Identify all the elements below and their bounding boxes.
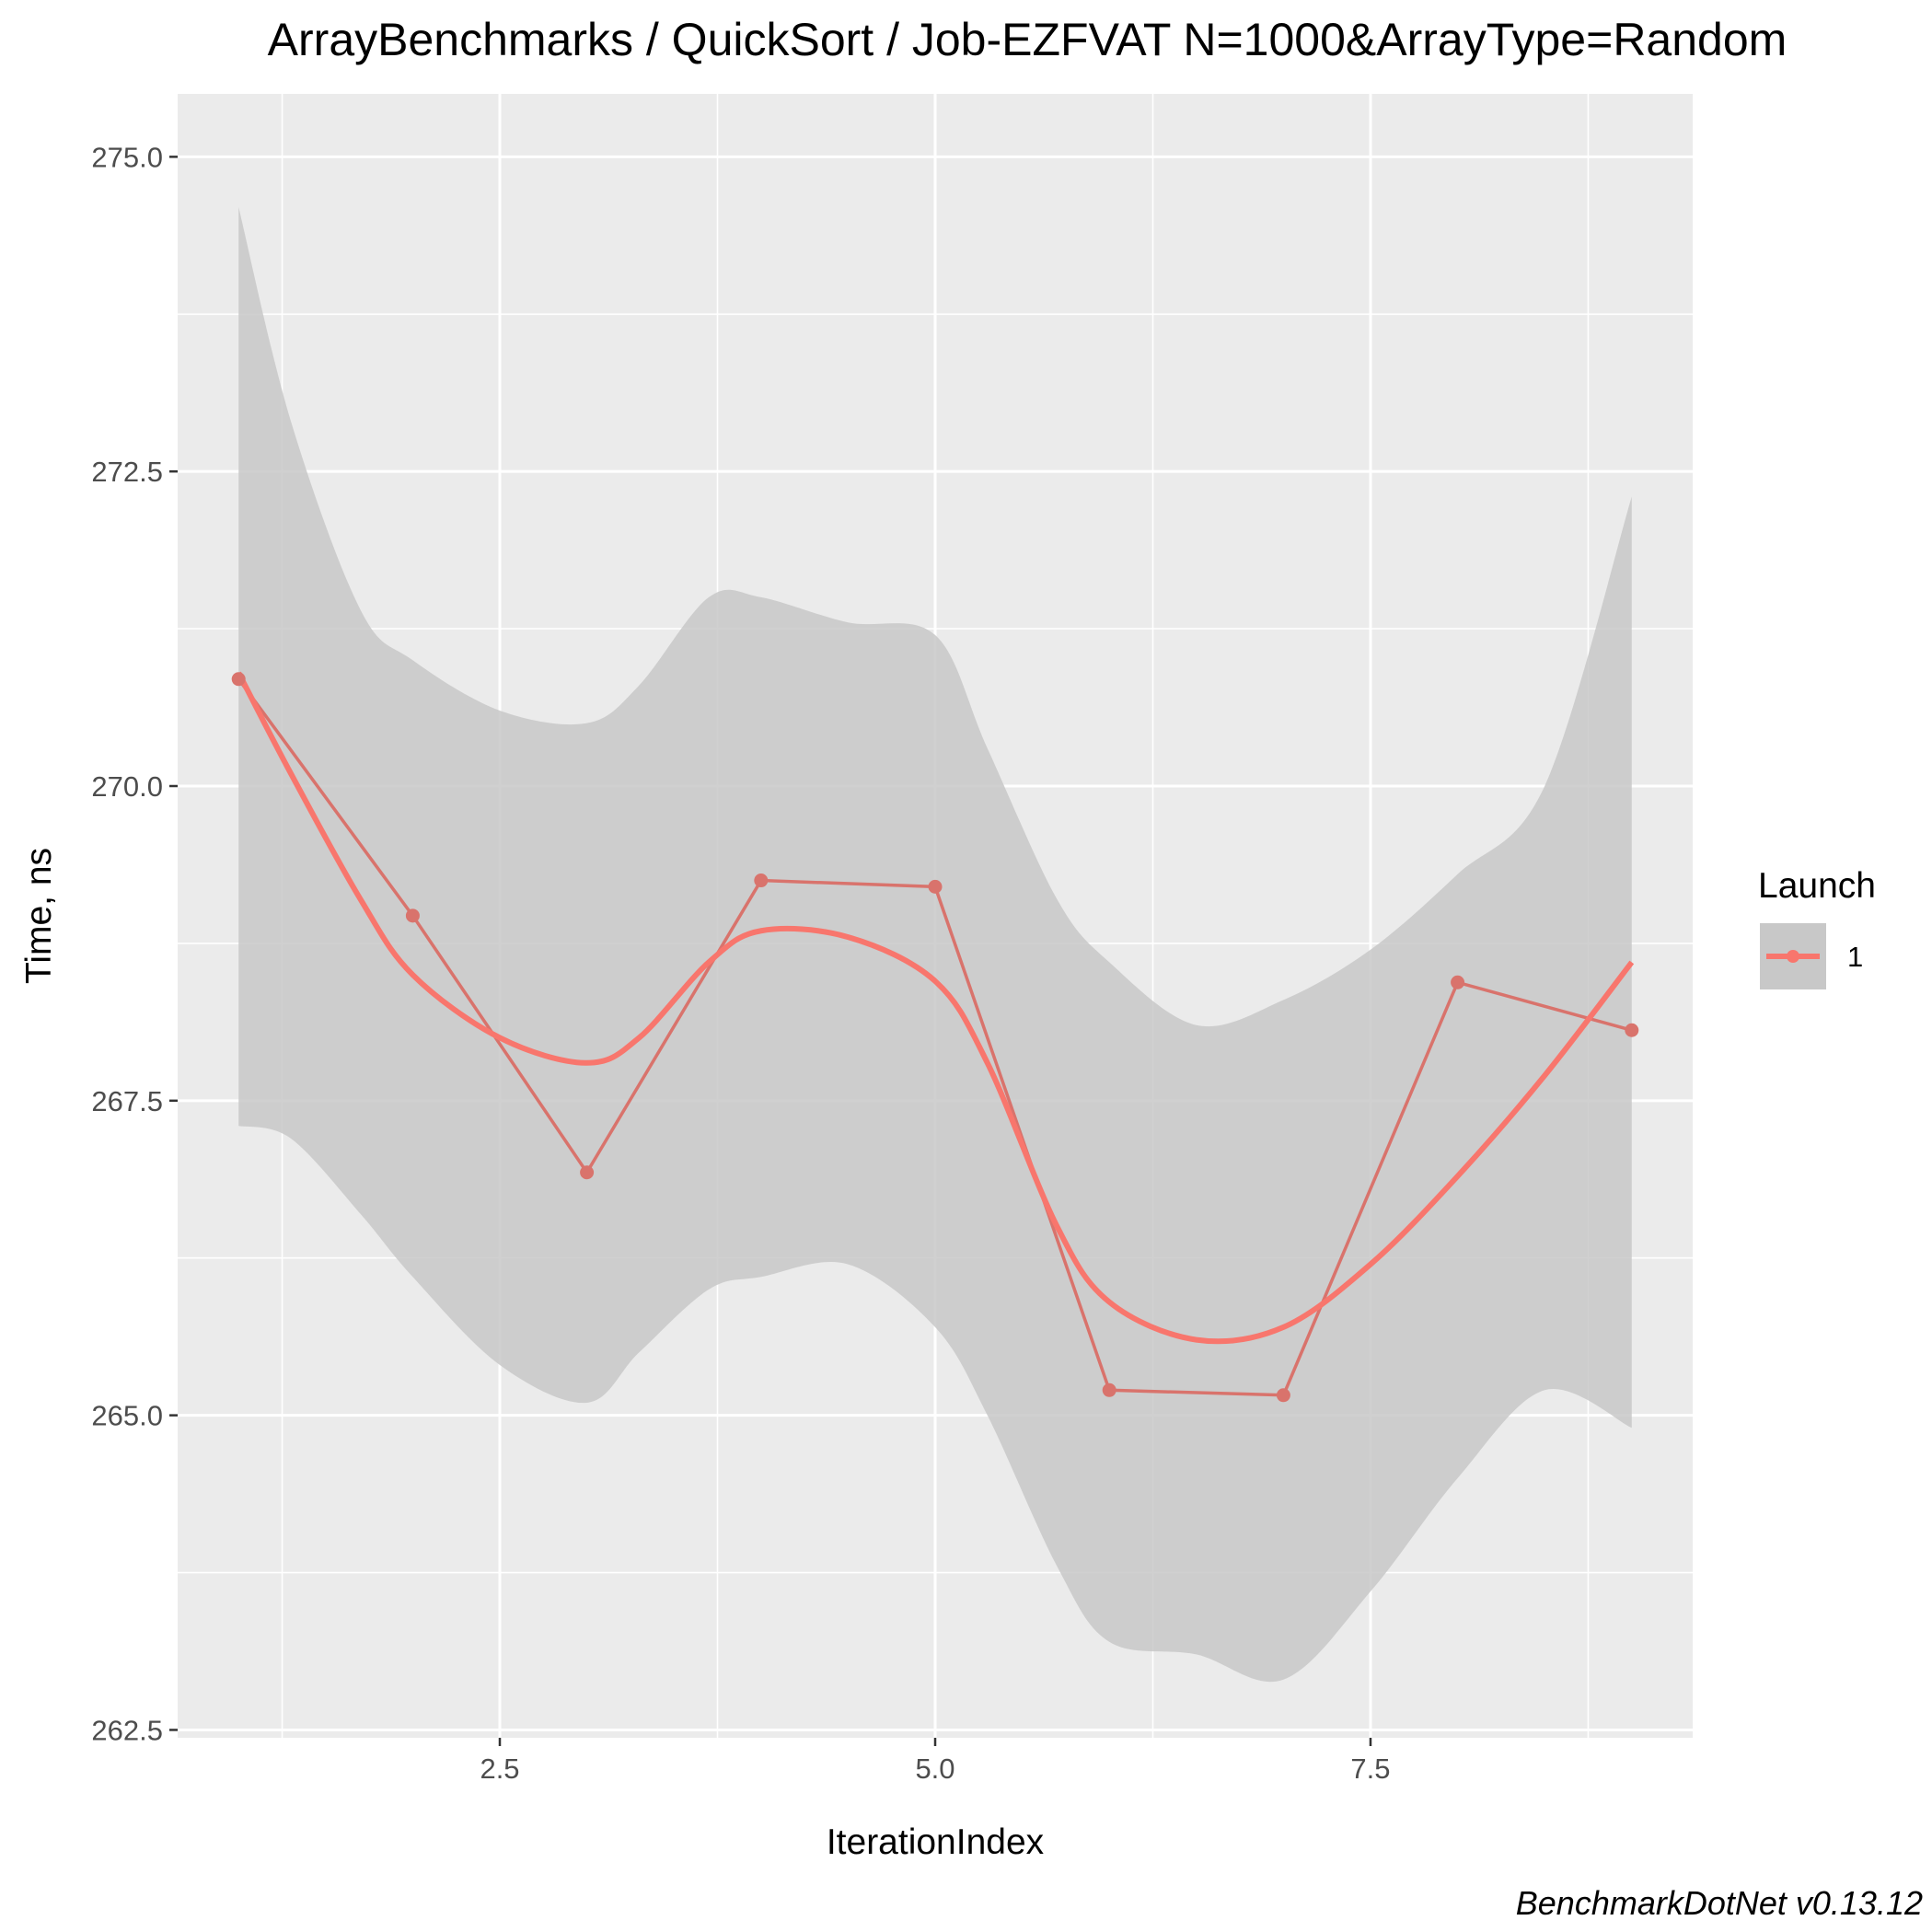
x-tick-label: 2.5	[480, 1753, 519, 1785]
data-point	[580, 1165, 595, 1180]
data-point	[1625, 1023, 1639, 1037]
y-tick-label: 270.0	[91, 770, 163, 803]
data-point	[231, 672, 246, 687]
y-tick-label: 275.0	[91, 141, 163, 173]
data-point	[1102, 1382, 1116, 1397]
legend-label-1: 1	[1847, 941, 1863, 973]
chart-title: ArrayBenchmarks / QuickSort / Job-EZFVAT…	[268, 14, 1787, 65]
data-point	[754, 873, 769, 888]
y-tick-label: 262.5	[91, 1714, 163, 1746]
y-tick-label: 272.5	[91, 456, 163, 488]
y-tick-label: 265.0	[91, 1400, 163, 1432]
y-axis: 262.5 265.0 267.5 270.0 272.5 275.0	[91, 141, 178, 1746]
legend-title: Launch	[1758, 866, 1876, 906]
x-axis-title: IterationIndex	[827, 1822, 1045, 1862]
legend-key-point	[1787, 950, 1799, 963]
confidence-ribbon	[238, 207, 1632, 1683]
y-tick-label: 267.5	[91, 1085, 163, 1117]
data-point	[1451, 975, 1465, 989]
x-tick-label: 5.0	[915, 1753, 954, 1785]
legend: Launch 1	[1758, 866, 1876, 989]
x-tick-label: 7.5	[1350, 1753, 1390, 1785]
data-point	[1276, 1388, 1290, 1403]
data-point	[405, 908, 420, 923]
y-axis-title: Time, ns	[19, 848, 59, 984]
x-axis: 2.5 5.0 7.5	[480, 1738, 1391, 1785]
data-points	[231, 672, 1639, 1403]
data-point	[928, 879, 943, 894]
caption: BenchmarkDotNet v0.13.12	[1516, 1884, 1923, 1922]
smoothed-trend-line	[236, 671, 1635, 1345]
